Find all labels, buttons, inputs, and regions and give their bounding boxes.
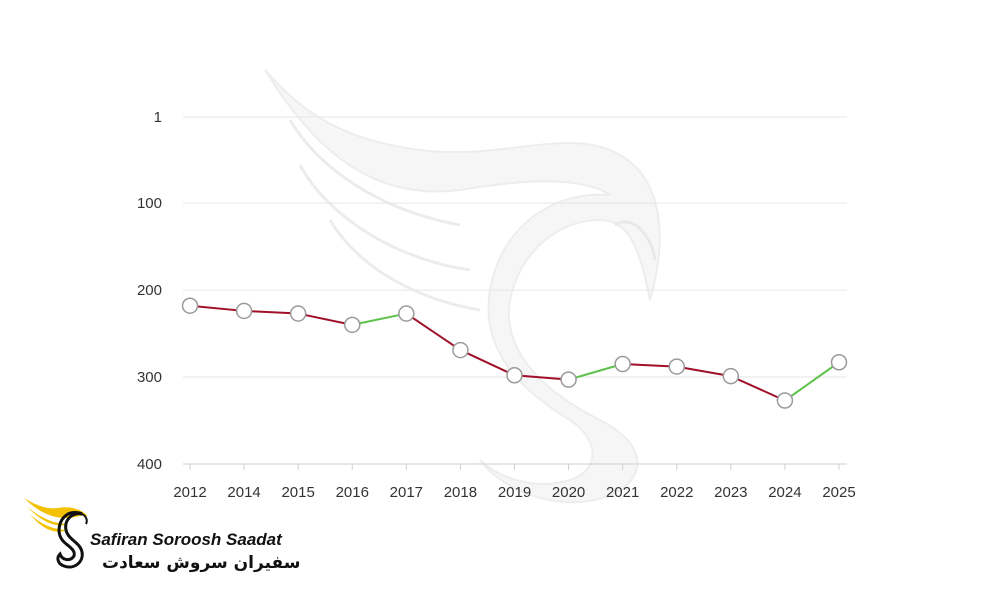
- series-line-segment: [352, 312, 407, 326]
- y-tick-label: 100: [137, 195, 162, 212]
- x-tick-label: 2017: [390, 484, 423, 501]
- data-point: [344, 316, 361, 334]
- data-point: [830, 353, 848, 371]
- series-line-segment: [244, 309, 299, 315]
- x-tick-label: 2019: [498, 484, 531, 501]
- data-point: [668, 358, 685, 375]
- x-tick-label: 2023: [714, 484, 747, 501]
- series-line-segment: [730, 375, 786, 402]
- x-tick-label: 2014: [227, 484, 260, 501]
- x-tick-label: 2018: [444, 484, 477, 501]
- brand-logo: Safiran Soroosh Saadat سفیران سروش سعادت: [22, 494, 300, 584]
- y-tick-label: 1: [154, 109, 162, 126]
- data-point: [506, 367, 523, 384]
- series-line-segment: [189, 304, 245, 312]
- data-point: [560, 371, 577, 388]
- data-point: [235, 302, 253, 320]
- y-tick-label: 300: [137, 369, 162, 386]
- x-tick-label: 2024: [768, 484, 801, 501]
- data-point: [776, 392, 794, 409]
- y-tick-label: 400: [137, 456, 162, 473]
- data-point: [289, 305, 307, 322]
- series-line-segment: [405, 312, 461, 351]
- series-line-segment: [514, 374, 569, 381]
- x-tick-label: 2022: [660, 484, 693, 501]
- series-line-segment: [784, 361, 840, 402]
- data-point: [722, 367, 740, 385]
- series-line-segment: [676, 365, 732, 378]
- x-tick-label: 2012: [173, 484, 206, 501]
- x-tick-label: 2020: [552, 484, 585, 501]
- data-point: [452, 341, 469, 359]
- series-line-segment: [622, 362, 677, 368]
- watermark-logo-icon: [264, 69, 661, 504]
- brand-name-english: Safiran Soroosh Saadat: [90, 530, 282, 549]
- x-tick-label: 2016: [336, 484, 369, 501]
- series-line-segment: [297, 312, 353, 326]
- x-tick-label: 2021: [606, 484, 639, 501]
- x-tick-label: 2015: [281, 484, 314, 501]
- series-line-segment: [568, 363, 623, 381]
- data-point: [398, 305, 415, 322]
- data-point: [181, 297, 199, 314]
- brand-name-persian: سفیران سروش سعادت: [102, 553, 301, 573]
- winged-s-logo-icon: [24, 498, 88, 569]
- data-point: [614, 355, 631, 373]
- y-tick-label: 200: [137, 282, 162, 299]
- x-tick-label: 2025: [822, 484, 855, 501]
- series-line-segment: [459, 349, 515, 377]
